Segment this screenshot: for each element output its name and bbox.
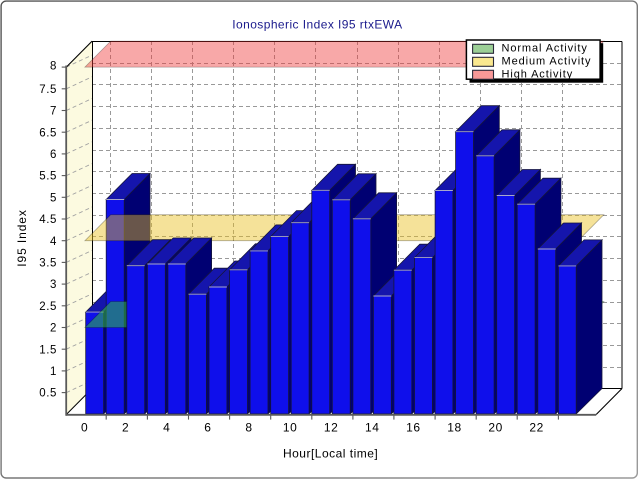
svg-text:8: 8 xyxy=(50,61,57,73)
svg-text:6: 6 xyxy=(50,149,57,161)
svg-text:20: 20 xyxy=(488,420,503,434)
svg-text:4: 4 xyxy=(50,236,57,248)
svg-text:3.5: 3.5 xyxy=(39,258,57,270)
svg-text:12: 12 xyxy=(324,420,339,434)
svg-text:0: 0 xyxy=(81,420,88,434)
svg-text:0.5: 0.5 xyxy=(39,388,57,400)
svg-text:7: 7 xyxy=(50,106,57,118)
svg-text:High Activity: High Activity xyxy=(502,68,574,80)
svg-text:5.5: 5.5 xyxy=(39,171,57,183)
svg-text:16: 16 xyxy=(406,420,421,434)
svg-text:8: 8 xyxy=(245,420,252,434)
svg-text:18: 18 xyxy=(447,420,462,434)
svg-text:3: 3 xyxy=(50,279,57,291)
svg-text:7.5: 7.5 xyxy=(39,84,57,96)
svg-text:1: 1 xyxy=(50,366,57,378)
svg-text:4.5: 4.5 xyxy=(39,214,57,226)
svg-text:1.5: 1.5 xyxy=(39,344,57,356)
svg-text:2: 2 xyxy=(122,420,129,434)
svg-text:Normal Activity: Normal Activity xyxy=(502,42,588,54)
svg-text:I95 Index: I95 Index xyxy=(15,209,29,266)
svg-text:6.5: 6.5 xyxy=(39,127,57,139)
svg-text:2.5: 2.5 xyxy=(39,301,57,313)
svg-text:Hour[Local time]: Hour[Local time] xyxy=(283,447,378,461)
svg-text:2: 2 xyxy=(50,323,57,335)
svg-text:6: 6 xyxy=(204,420,211,434)
svg-text:5: 5 xyxy=(50,192,57,204)
svg-text:10: 10 xyxy=(283,420,298,434)
svg-text:Medium Activity: Medium Activity xyxy=(502,55,592,67)
svg-text:4: 4 xyxy=(163,420,170,434)
svg-text:Ionospheric Index I95 rtxEWA: Ionospheric Index I95 rtxEWA xyxy=(232,18,402,32)
svg-text:14: 14 xyxy=(365,420,380,434)
svg-text:22: 22 xyxy=(529,420,544,434)
